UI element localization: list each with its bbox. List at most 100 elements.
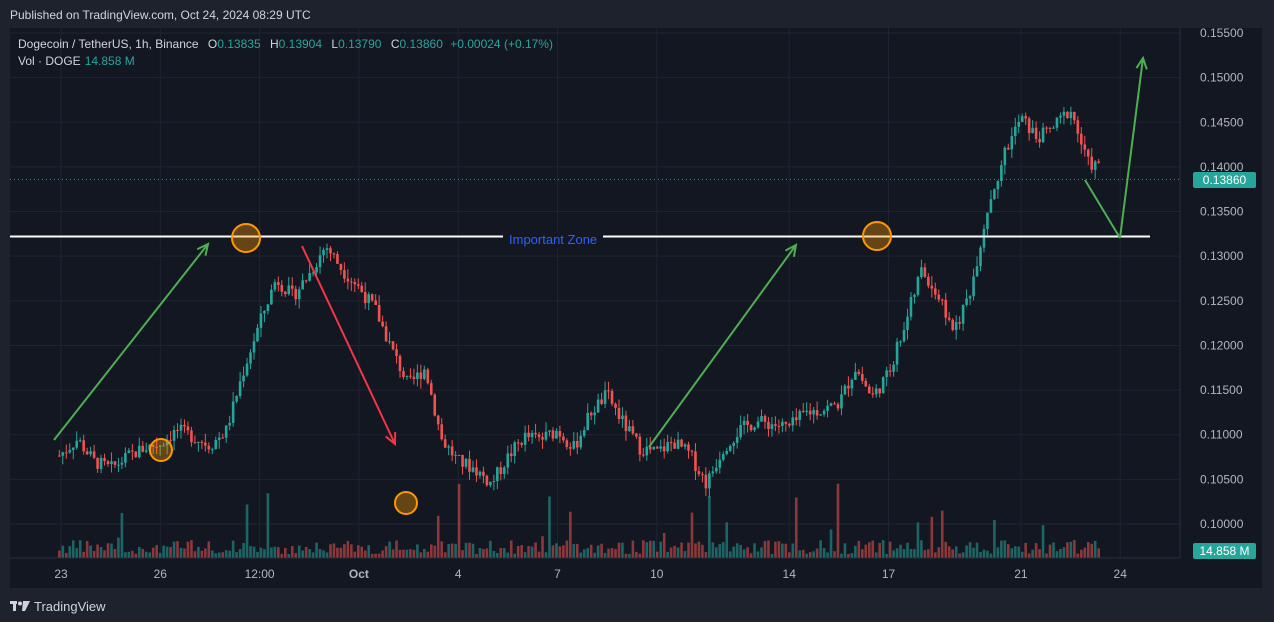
volume-bar bbox=[134, 553, 138, 558]
candle bbox=[906, 308, 909, 340]
candle bbox=[850, 378, 854, 397]
volume-bar bbox=[429, 544, 433, 558]
volume-bar bbox=[322, 550, 325, 558]
candle bbox=[186, 421, 190, 435]
candle bbox=[808, 403, 812, 421]
volume-bar bbox=[482, 549, 485, 558]
arrow-up-3[interactable] bbox=[1119, 55, 1148, 239]
candle bbox=[711, 466, 715, 477]
volume-bar bbox=[304, 547, 308, 558]
candle bbox=[85, 447, 89, 456]
volume-bar bbox=[523, 552, 527, 558]
candle bbox=[478, 470, 482, 479]
y-tick-label: 0.12000 bbox=[1200, 338, 1244, 352]
volume-bar bbox=[777, 541, 781, 558]
footer-brand[interactable]: TradingView bbox=[10, 597, 106, 615]
candle bbox=[690, 449, 694, 457]
volume-bar bbox=[117, 537, 120, 558]
candle bbox=[332, 252, 336, 259]
candle bbox=[1007, 143, 1010, 151]
highlight-circle[interactable] bbox=[862, 221, 892, 251]
volume-bar bbox=[1090, 543, 1094, 558]
candle bbox=[589, 411, 593, 421]
candle bbox=[975, 256, 979, 277]
volume-bar bbox=[1041, 525, 1045, 558]
volume-bar bbox=[537, 551, 541, 558]
x-tick-label: 21 bbox=[1014, 567, 1028, 581]
candle bbox=[144, 442, 148, 454]
volume-bar bbox=[993, 519, 996, 558]
candle bbox=[1041, 122, 1045, 144]
chart-svg[interactable]: 0.15500 0.15000 0.14500 0.14000 0.13500 0.130… bbox=[10, 28, 1262, 588]
candle bbox=[753, 426, 756, 433]
volume-bar bbox=[496, 553, 499, 558]
volume-bar bbox=[708, 496, 711, 558]
volume-bar bbox=[878, 542, 881, 558]
candle bbox=[694, 443, 697, 481]
volume-bar bbox=[975, 542, 979, 558]
candle bbox=[151, 444, 155, 455]
chart-frame[interactable]: 0.15500 0.15000 0.14500 0.14000 0.13500 0.130… bbox=[10, 28, 1262, 588]
candle bbox=[645, 437, 649, 461]
candle bbox=[1062, 107, 1066, 125]
legend-line-2: Vol · DOGE 14.858 M bbox=[18, 53, 553, 70]
close-value: 0.13860 bbox=[399, 37, 443, 51]
volume-bar bbox=[530, 546, 534, 558]
volume-bar bbox=[454, 543, 457, 558]
volume-bar bbox=[961, 552, 965, 558]
candle bbox=[544, 422, 548, 442]
volume-bar bbox=[252, 546, 256, 558]
volume-bar bbox=[562, 545, 565, 558]
candle bbox=[210, 447, 214, 455]
volume-bar bbox=[1062, 547, 1066, 558]
volume-bar bbox=[791, 543, 795, 558]
candle bbox=[558, 425, 562, 444]
candle bbox=[954, 315, 958, 340]
candle bbox=[878, 388, 881, 398]
volume-bar bbox=[290, 546, 294, 558]
candle bbox=[669, 436, 673, 452]
volume-bar bbox=[906, 542, 909, 558]
candle bbox=[708, 470, 711, 498]
candle bbox=[537, 431, 541, 442]
arrow-up-1[interactable] bbox=[53, 242, 210, 441]
candle bbox=[402, 367, 405, 380]
volume-bar bbox=[1020, 551, 1024, 558]
volume-bar bbox=[909, 548, 913, 558]
arrow-down-1[interactable] bbox=[301, 245, 397, 447]
highlight-circle[interactable] bbox=[394, 491, 418, 515]
arrow-projection[interactable] bbox=[1084, 179, 1121, 239]
volume-bar bbox=[137, 547, 141, 558]
y-tick-label: 0.13500 bbox=[1200, 205, 1244, 219]
volume-bar bbox=[687, 542, 690, 558]
volume-bar bbox=[367, 545, 371, 558]
volume-bar bbox=[753, 543, 756, 558]
legend-line-1: Dogecoin / TetherUS, 1h, Binance O0.1383… bbox=[18, 36, 553, 53]
highlight-circle[interactable] bbox=[231, 223, 261, 253]
candle bbox=[631, 419, 635, 436]
volume-bar bbox=[888, 541, 892, 558]
candle bbox=[958, 316, 961, 330]
candle bbox=[1080, 127, 1083, 154]
volume-bar bbox=[958, 553, 961, 558]
volume-bar bbox=[815, 548, 819, 558]
volume-value: 14.858 M bbox=[84, 54, 135, 68]
candle bbox=[610, 388, 614, 407]
candle bbox=[735, 427, 739, 449]
candle bbox=[815, 401, 819, 420]
volume-bar bbox=[624, 553, 628, 558]
candles bbox=[58, 106, 1100, 498]
volume-bar bbox=[75, 548, 79, 558]
candle bbox=[892, 360, 895, 377]
volume-bar bbox=[1013, 546, 1017, 558]
volume-bar bbox=[930, 516, 934, 558]
volume-bar bbox=[534, 542, 537, 558]
candle bbox=[336, 251, 339, 264]
highlight-circle[interactable] bbox=[149, 438, 173, 462]
volume-bar bbox=[586, 548, 590, 558]
volume-bar bbox=[565, 540, 569, 558]
arrow-up-2[interactable] bbox=[648, 243, 798, 448]
candle bbox=[137, 437, 141, 459]
change-value: +0.00024 (+0.17%) bbox=[450, 37, 553, 51]
candle bbox=[252, 333, 256, 360]
